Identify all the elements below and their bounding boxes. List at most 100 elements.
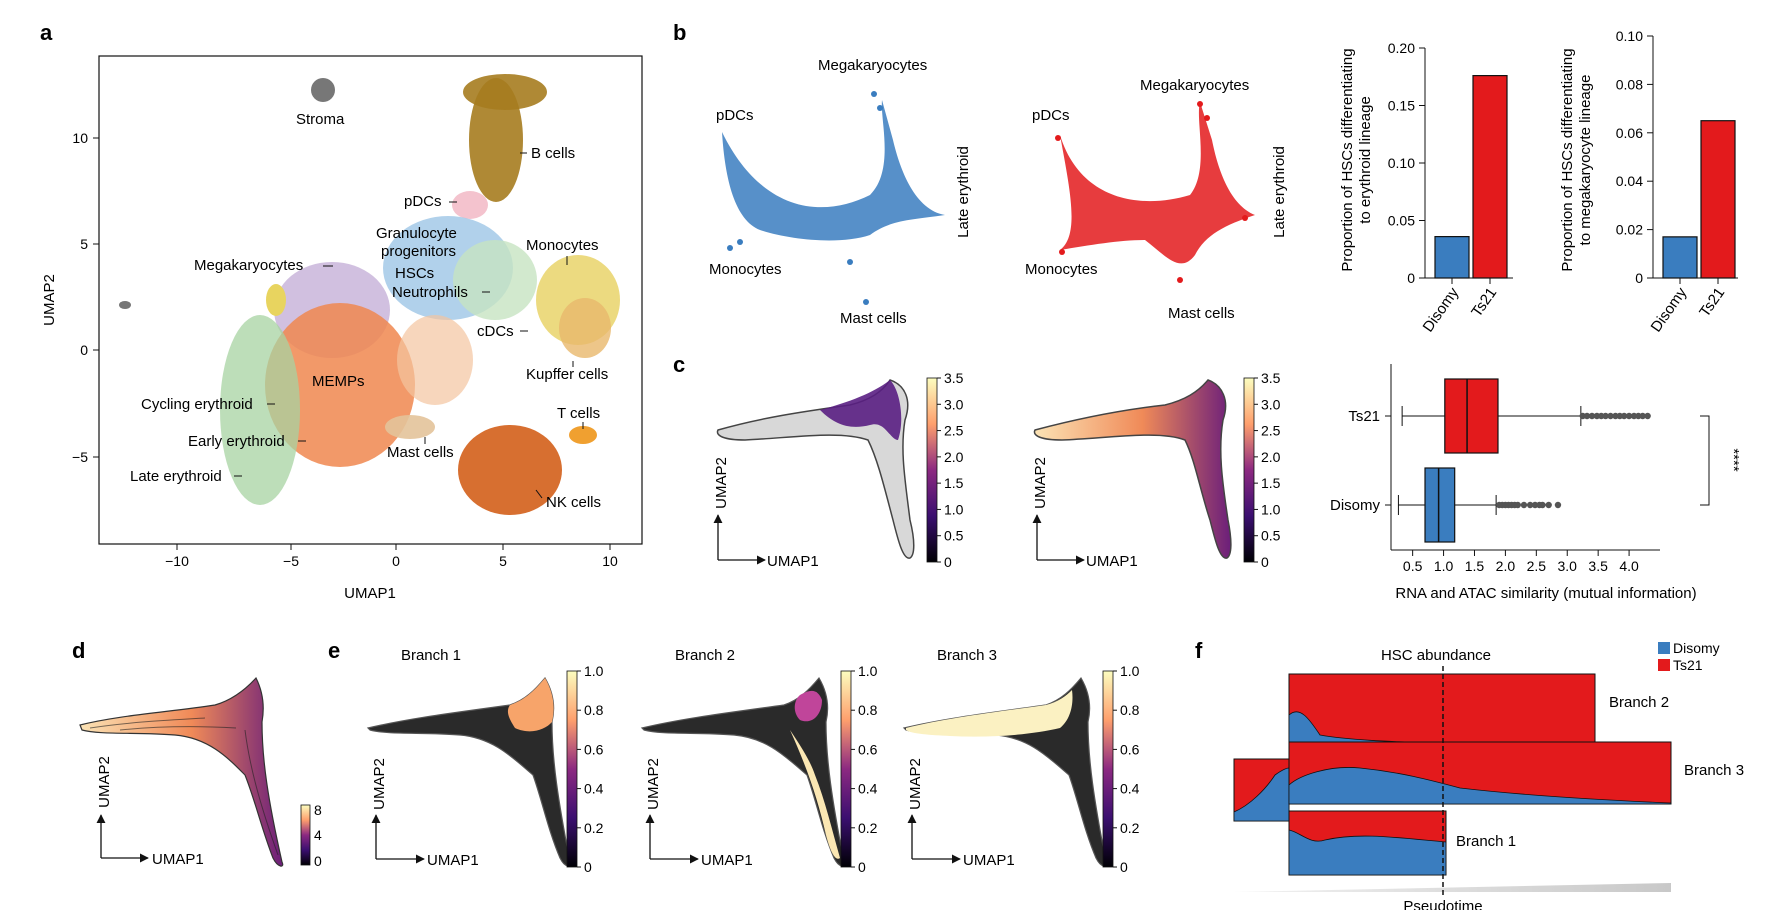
c1-cbar-tick-0: 3.5	[1261, 370, 1281, 386]
panel-c-embedding-ts21: 3.5 3.0 2.5 2.0 1.5 1.0 0.5 0 UMAP1 UMAP2	[1032, 370, 1281, 570]
a-ytick-2: 0	[80, 342, 88, 358]
bar-erythroid-ytick-4: 0.20	[1388, 40, 1415, 56]
e0-cbar-tick-4: 0.2	[584, 820, 604, 836]
significance-bracket	[1700, 415, 1710, 506]
box-outlier-0-2	[1588, 412, 1596, 420]
f-branch2-ts21	[1288, 673, 1596, 751]
bar-mega-ytick-1: 0.02	[1616, 222, 1643, 238]
f-xlabel: Pseudotime	[1403, 898, 1482, 910]
label-pdcs: pDCs	[404, 193, 442, 210]
a-xtick-2: 0	[392, 553, 400, 569]
c0-cbar-tick-5: 1.0	[944, 501, 964, 517]
bar-chart-erythroid: 0 0.05 0.10 0.15 0.20 Disomy Ts21 Proportion …	[1339, 40, 1513, 335]
bar1-ylabel-line2: to erythroid lineage	[1357, 96, 1374, 224]
e2-cbar-tick-4: 0.2	[1120, 820, 1140, 836]
e2-cbar-tick-5: 0	[1120, 859, 1128, 875]
d-cbar-tick-1: 4	[314, 827, 322, 843]
e1-xlabel: UMAP1	[427, 852, 479, 869]
f-branch3-disomy	[1288, 767, 1672, 805]
panel-e-branch-2: Branch 2 1.0 0.8 0.6 0.4 0.2 0 UMAP1 UMAP2	[640, 647, 878, 875]
d-xlabel: UMAP1	[152, 851, 204, 868]
bar-mega-ytick-4: 0.08	[1616, 76, 1643, 92]
label-monocytes: Monocytes	[526, 237, 599, 254]
c0-cbar-tick-6: 0.5	[944, 528, 964, 544]
e2-warm	[794, 690, 822, 722]
e3-xlabel: UMAP1	[963, 852, 1015, 869]
c1-cbar-tick-7: 0	[1261, 554, 1269, 570]
box-ts21	[1444, 378, 1499, 454]
f-branch3-label: Branch 3	[1684, 762, 1744, 779]
a-xtick-4: 10	[602, 553, 618, 569]
f-trunk-disomy	[1233, 767, 1290, 822]
e2-cbar-tick-3: 0.4	[1120, 781, 1140, 797]
box-xlabel: RNA and ATAC similarity (mutual informat…	[1395, 585, 1696, 602]
cluster-t-cells	[569, 426, 597, 444]
box-xtick-0: 0.5	[1403, 558, 1423, 574]
f-branch1-label: Branch 1	[1456, 833, 1516, 850]
e0-cbar-tick-2: 0.6	[584, 741, 604, 757]
significance-stars: ****	[1725, 448, 1742, 472]
label-late: Late erythroid	[130, 468, 222, 485]
e1-cbar-tick-0: 1.0	[858, 663, 878, 679]
label-stroma: Stroma	[296, 111, 345, 128]
c1-ylabel: UMAP2	[713, 457, 730, 509]
bar2-ylabel-line2: to megakaryocyte lineage	[1577, 75, 1594, 246]
bar1-ylabel-line1: Proportion of HSCs differentiating	[1339, 48, 1356, 271]
label-nk: NK cells	[546, 494, 601, 511]
c1-cbar-tick-1: 3.0	[1261, 396, 1281, 412]
panel-label-d: d	[72, 638, 85, 663]
c0-cbar-tick-1: 3.0	[944, 396, 964, 412]
panel-label-e: e	[328, 638, 340, 663]
a-xtick-3: 5	[499, 553, 507, 569]
d-shape	[79, 676, 284, 867]
b-ts21-label-mast: Mast cells	[1168, 305, 1235, 322]
f-legend-disomy-swatch	[1658, 642, 1670, 654]
panel-a-xaxis: −10 −5 0 5 10 UMAP1	[165, 544, 618, 602]
d-ylabel: UMAP2	[96, 756, 113, 808]
e1-cbar-tick-4: 0.2	[858, 820, 878, 836]
c0-cbar-tick-2: 2.5	[944, 423, 964, 439]
e3-colorbar	[1102, 670, 1114, 868]
bar-mega-ytick-3: 0.06	[1616, 125, 1643, 141]
box-outlier-1-6	[1514, 501, 1521, 509]
b-ts21-label-pdcs: pDCs	[1032, 107, 1070, 124]
f-legend-disomy: Disomy	[1673, 640, 1720, 656]
bar-mega-category-0: Disomy	[1648, 284, 1691, 335]
a-xtick-0: −10	[165, 553, 189, 569]
cluster-mast	[385, 415, 435, 439]
b-ts21-cloud	[1060, 102, 1255, 264]
label-b-cells: B cells	[531, 145, 575, 162]
a-ytick-3: −5	[72, 449, 88, 465]
a-ylabel: UMAP2	[41, 274, 58, 326]
box-outlier-0-1	[1583, 412, 1591, 420]
e3-ylabel: UMAP2	[907, 758, 924, 810]
panel-a-clusters	[119, 74, 620, 515]
bar-mega-ytick-2: 0.04	[1616, 173, 1643, 189]
panel-a-annotations: Stroma B cells pDCs Granulocyte progenit…	[130, 111, 608, 511]
e1-cbar-tick-5: 0	[858, 859, 866, 875]
label-early: Early erythroid	[188, 433, 285, 450]
cluster-mk-small	[266, 284, 286, 316]
panel-d: 8 4 0 UMAP1 UMAP2	[79, 676, 322, 869]
bar-chart-megakaryocyte: 0 0.02 0.04 0.06 0.08 0.10 Disomy Ts21 Proport…	[1559, 28, 1738, 335]
b-disomy-label-monocytes: Monocytes	[709, 261, 782, 278]
e2-hot	[790, 730, 840, 859]
f-title: HSC abundance	[1381, 647, 1491, 664]
c-ts21-colorbar	[1243, 377, 1255, 563]
label-cycling: Cycling erythroid	[141, 396, 253, 413]
cluster-erythroid	[220, 315, 300, 505]
a-ytick-0: 10	[72, 130, 88, 146]
panel-label-a: a	[40, 20, 53, 45]
c0-cbar-tick-0: 3.5	[944, 370, 964, 386]
bar-erythroid-ytick-3: 0.15	[1388, 98, 1415, 114]
c-disomy-hot	[820, 380, 902, 440]
box-xtick-3: 2.0	[1496, 558, 1516, 574]
box-xtick-6: 3.5	[1588, 558, 1608, 574]
bar-mega-ytick-0: 0	[1635, 270, 1643, 286]
label-megakaryocytes: Megakaryocytes	[194, 257, 303, 274]
box-outlier-0-13	[1639, 412, 1646, 420]
cluster-hscs	[453, 240, 537, 320]
label-granulocyte: Granulocyte	[376, 225, 457, 242]
e1-hot	[507, 678, 554, 732]
